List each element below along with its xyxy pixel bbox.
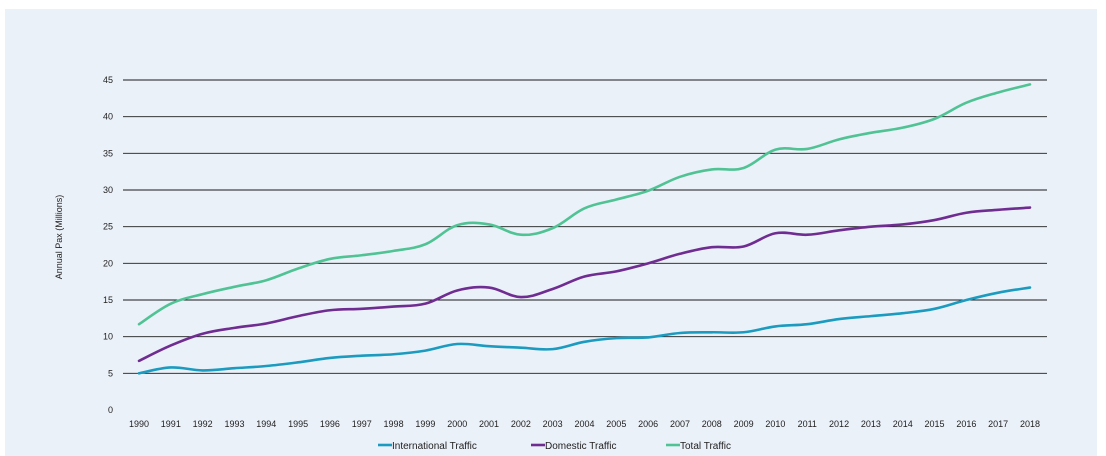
x-tick-1992: 1992 (193, 419, 213, 429)
x-tick-2014: 2014 (893, 419, 913, 429)
x-tick-2017: 2017 (988, 419, 1008, 429)
x-tick-2011: 2011 (798, 419, 817, 429)
x-tick-2008: 2008 (702, 419, 722, 429)
y-tick-45: 45 (103, 75, 113, 85)
x-tick-1999: 1999 (415, 419, 435, 429)
y-tick-35: 35 (103, 148, 113, 158)
grid-lines (123, 79, 1047, 374)
y-tick-20: 20 (103, 258, 113, 268)
y-tick-40: 40 (103, 112, 113, 122)
series-line-2 (137, 83, 1032, 326)
legend: International Traffic Domestic Traffic Tot… (378, 441, 731, 452)
legend-label-2: Total Traffic (680, 441, 731, 452)
y-tick-0: 0 (108, 405, 113, 415)
y-tick-25: 25 (103, 222, 113, 232)
x-tick-2005: 2005 (606, 419, 626, 429)
x-tick-1993: 1993 (224, 419, 244, 429)
x-tick-2009: 2009 (734, 419, 754, 429)
x-tick-2015: 2015 (925, 419, 945, 429)
x-tick-2013: 2013 (861, 419, 881, 429)
series-line-0 (137, 286, 1032, 375)
y-tick-15: 15 (103, 295, 113, 305)
y-tick-30: 30 (103, 185, 113, 195)
x-tick-2018: 2018 (1020, 419, 1040, 429)
x-tick-2002: 2002 (511, 419, 531, 429)
x-tick-1995: 1995 (288, 419, 308, 429)
x-tick-2003: 2003 (543, 419, 563, 429)
x-tick-2004: 2004 (574, 419, 594, 429)
x-tick-1997: 1997 (352, 419, 372, 429)
series-lines (137, 83, 1032, 375)
y-tick-labels: 0 5 10 15 20 25 30 35 40 45 (103, 75, 113, 415)
x-tick-2016: 2016 (956, 419, 976, 429)
x-tick-2006: 2006 (638, 419, 658, 429)
x-tick-2012: 2012 (829, 419, 849, 429)
x-tick-1994: 1994 (256, 419, 276, 429)
x-tick-1990: 1990 (129, 419, 149, 429)
series-line-1 (137, 206, 1032, 363)
x-tick-2010: 2010 (765, 419, 785, 429)
x-tick-1998: 1998 (384, 419, 404, 429)
y-axis-label: Annual Pax (Millions) (54, 195, 64, 280)
y-tick-5: 5 (108, 368, 113, 378)
legend-label-0: International Traffic (392, 441, 477, 452)
x-tick-1991: 1991 (161, 419, 181, 429)
y-tick-10: 10 (103, 332, 113, 342)
x-tick-labels: 1990 1991 1992 1993 1994 1995 1996 1997 1998 1999… (129, 419, 1040, 429)
x-tick-2001: 2001 (479, 419, 499, 429)
x-tick-2007: 2007 (670, 419, 690, 429)
x-tick-1996: 1996 (320, 419, 340, 429)
legend-label-1: Domestic Traffic (545, 441, 617, 452)
chart-panel (5, 9, 1097, 456)
x-tick-2000: 2000 (447, 419, 467, 429)
